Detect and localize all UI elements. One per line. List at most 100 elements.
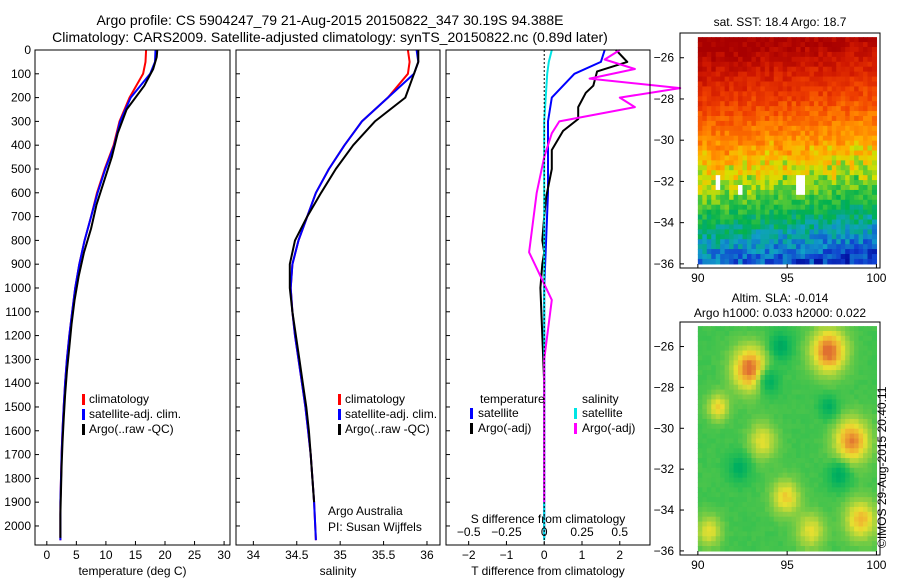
sla_map-cell	[871, 399, 878, 405]
sla_map-cell	[854, 472, 860, 479]
sla_map-cell	[822, 453, 828, 459]
sst_map-cell	[809, 194, 815, 201]
sst_map-cell	[738, 254, 744, 260]
sst_map-cell	[746, 37, 753, 43]
sla_map-cell	[724, 414, 730, 420]
sla_map-cell	[755, 443, 761, 449]
sla_map-cell	[729, 492, 735, 498]
sla_map-cell	[755, 350, 761, 357]
sst_map-cell	[871, 130, 878, 137]
sst_map-cell	[764, 194, 770, 201]
sla_map-cell	[715, 467, 721, 474]
sst_map-cell	[858, 180, 864, 186]
sla_map-cell	[706, 492, 712, 498]
sla_map-cell	[796, 384, 802, 391]
sla_map-cell	[818, 506, 824, 513]
sla_map-cell	[831, 448, 837, 454]
sst_map-cell	[782, 224, 788, 230]
sla_map-cell	[733, 521, 739, 528]
sst_map-cell	[738, 194, 744, 201]
sla_map-cell	[724, 418, 730, 425]
sla_map-cell	[791, 516, 797, 523]
sst_map-cell	[782, 76, 788, 83]
sst_map-cell	[845, 66, 851, 73]
sla_map-cell	[706, 526, 712, 532]
sla_map-cell	[818, 409, 824, 415]
sst_map-cell	[840, 254, 846, 260]
sla_map-cell	[733, 511, 739, 518]
sst_map-cell	[769, 180, 775, 186]
sla_map-cell	[751, 516, 757, 523]
sst_map-cell	[733, 170, 739, 176]
sla_map-cell	[782, 443, 788, 449]
sla_map-cell	[836, 448, 842, 454]
sst_map-cell	[733, 258, 739, 265]
sst_map-cell	[720, 160, 726, 166]
sst_map-cell	[818, 76, 824, 83]
sst_map-cell	[720, 209, 726, 216]
sla_map-cell	[706, 453, 712, 459]
sst_map-cell	[760, 150, 766, 157]
sla_map-cell	[706, 433, 712, 440]
sst_map-cell	[715, 254, 721, 260]
salinity-series-0	[289, 49, 411, 541]
sst_map-cell	[867, 150, 873, 157]
sla_map-cell	[755, 502, 761, 508]
sla_map-cell	[800, 482, 806, 488]
sst_map-cell	[724, 42, 730, 48]
sst_map-cell	[791, 249, 797, 255]
sla_map-cell	[782, 360, 788, 366]
sla_map-cell	[782, 521, 788, 528]
sla_map-cell	[769, 404, 775, 410]
sst_map-cell	[787, 46, 793, 53]
sst_map-cell	[769, 66, 775, 73]
sla_map-cell	[836, 409, 842, 415]
sst_map-cell	[742, 170, 748, 176]
sst_map-cell	[738, 224, 744, 230]
sst_map-cell	[706, 101, 712, 107]
sla_map-cell	[831, 350, 837, 357]
sst_map-cell	[800, 189, 806, 196]
sla_map-cell	[822, 526, 828, 532]
sla_map-cell	[836, 453, 842, 459]
sla_map-cell	[831, 497, 837, 503]
sla_map-cell	[715, 335, 721, 342]
sla_map-cell	[822, 404, 828, 410]
sla_map-cell	[796, 487, 802, 493]
sst_map-cell	[809, 111, 815, 117]
sst_map-cell	[854, 51, 860, 58]
sla_map-cell	[738, 374, 744, 381]
sst_map-cell	[742, 140, 748, 147]
sst_map-cell	[751, 189, 757, 196]
sla_map-cell	[871, 330, 878, 337]
sla_map-cell	[840, 438, 846, 444]
sla_map-cell	[760, 448, 766, 454]
sla_map-cell	[813, 482, 819, 488]
sla_map-cell	[796, 472, 802, 479]
sla_map-cell	[760, 521, 766, 528]
sst_map-cell	[863, 175, 869, 181]
sst_map-cell	[858, 199, 864, 206]
sst_map-cell	[831, 185, 837, 191]
sst_map-cell	[791, 81, 797, 88]
sst_map-cell	[800, 199, 806, 206]
sst_map-cell	[813, 106, 819, 112]
sst_map-cell	[729, 180, 735, 186]
sst_map-cell	[805, 61, 811, 68]
sst_map-cell	[831, 115, 837, 122]
sla_map-cell	[849, 458, 855, 464]
sst_map-cell	[720, 37, 726, 43]
sla_map-cell	[760, 374, 766, 381]
sst_map-cell	[724, 56, 730, 63]
sla_map-cell	[831, 326, 837, 332]
sla_map-cell	[729, 384, 735, 391]
sla_map-cell	[773, 448, 779, 454]
sla_map-cell	[818, 418, 824, 425]
sst_map-cell	[800, 160, 806, 166]
sst_map-cell	[746, 91, 753, 97]
sla_map-cell	[818, 448, 824, 454]
sla_map-cell	[863, 448, 869, 454]
sst_map-cell	[742, 42, 748, 48]
sst_map-cell	[773, 244, 779, 250]
sst_map-cell	[769, 214, 775, 221]
